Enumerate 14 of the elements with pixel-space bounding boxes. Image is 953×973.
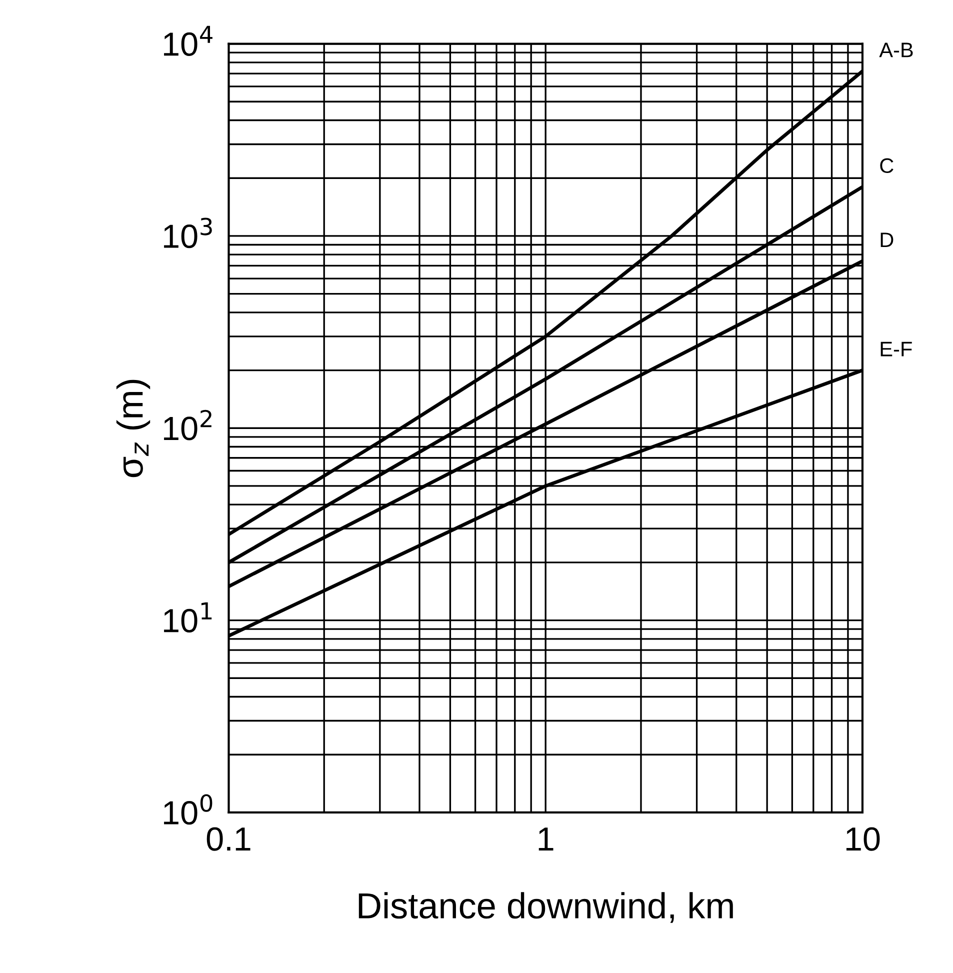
y-axis-title: σ$_{z}$ (m) [116,380,150,478]
x-tick-label: 1 [538,828,554,850]
x-axis-title: Distance downwind, km [358,892,733,923]
series-label: C [880,158,894,174]
series-label: A-B [879,42,913,58]
y-tick-label: 10$^{3}$ [164,218,212,248]
x-tick-label: 10 [846,827,880,851]
series-label: E-F [880,342,912,356]
series-label: D [880,232,894,248]
x-tick-label: 0.1 [206,827,250,851]
y-tick-label: 10$^{4}$ [164,26,212,56]
y-tick-label: 10$^{2}$ [164,410,212,440]
y-tick-label: 10$^{1}$ [164,602,212,632]
y-tick-label: 10$^{0}$ [164,794,212,825]
